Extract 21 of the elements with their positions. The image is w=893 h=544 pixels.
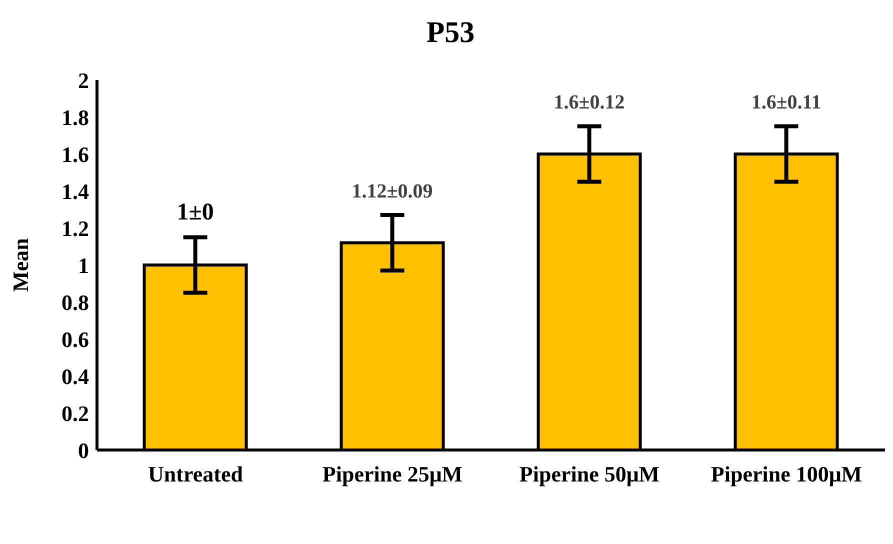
- y-tick-label: 0.8: [62, 290, 89, 315]
- y-tick-label: 0.6: [62, 326, 89, 352]
- y-tick-label: 1.2: [62, 216, 89, 241]
- data-label: 1.6±0.12: [554, 92, 625, 114]
- y-tick-label: 0.4: [62, 364, 89, 389]
- y-tick-label: 0: [78, 438, 89, 463]
- y-tick-label: 1.6: [62, 142, 89, 167]
- y-tick-label: 1.8: [62, 104, 89, 130]
- x-tick-label: Untreated: [148, 462, 243, 487]
- y-tick-label: 1.4: [62, 178, 89, 204]
- x-tick-label: Piperine 25μM: [322, 462, 463, 487]
- data-label: 1.12±0.09: [352, 180, 433, 203]
- data-label: 1±0: [176, 200, 214, 226]
- y-tick-label: 1: [78, 252, 89, 278]
- y-tick-label: 2: [78, 68, 89, 93]
- data-label: 1.6±0.11: [751, 92, 822, 114]
- chart-title: P53: [425, 16, 476, 50]
- x-tick-label: Piperine 100μM: [710, 462, 862, 487]
- y-tick-label: 0.2: [62, 400, 89, 426]
- y-axis-title: Mean: [8, 238, 33, 292]
- x-tick-label: Piperine 50μM: [519, 462, 660, 487]
